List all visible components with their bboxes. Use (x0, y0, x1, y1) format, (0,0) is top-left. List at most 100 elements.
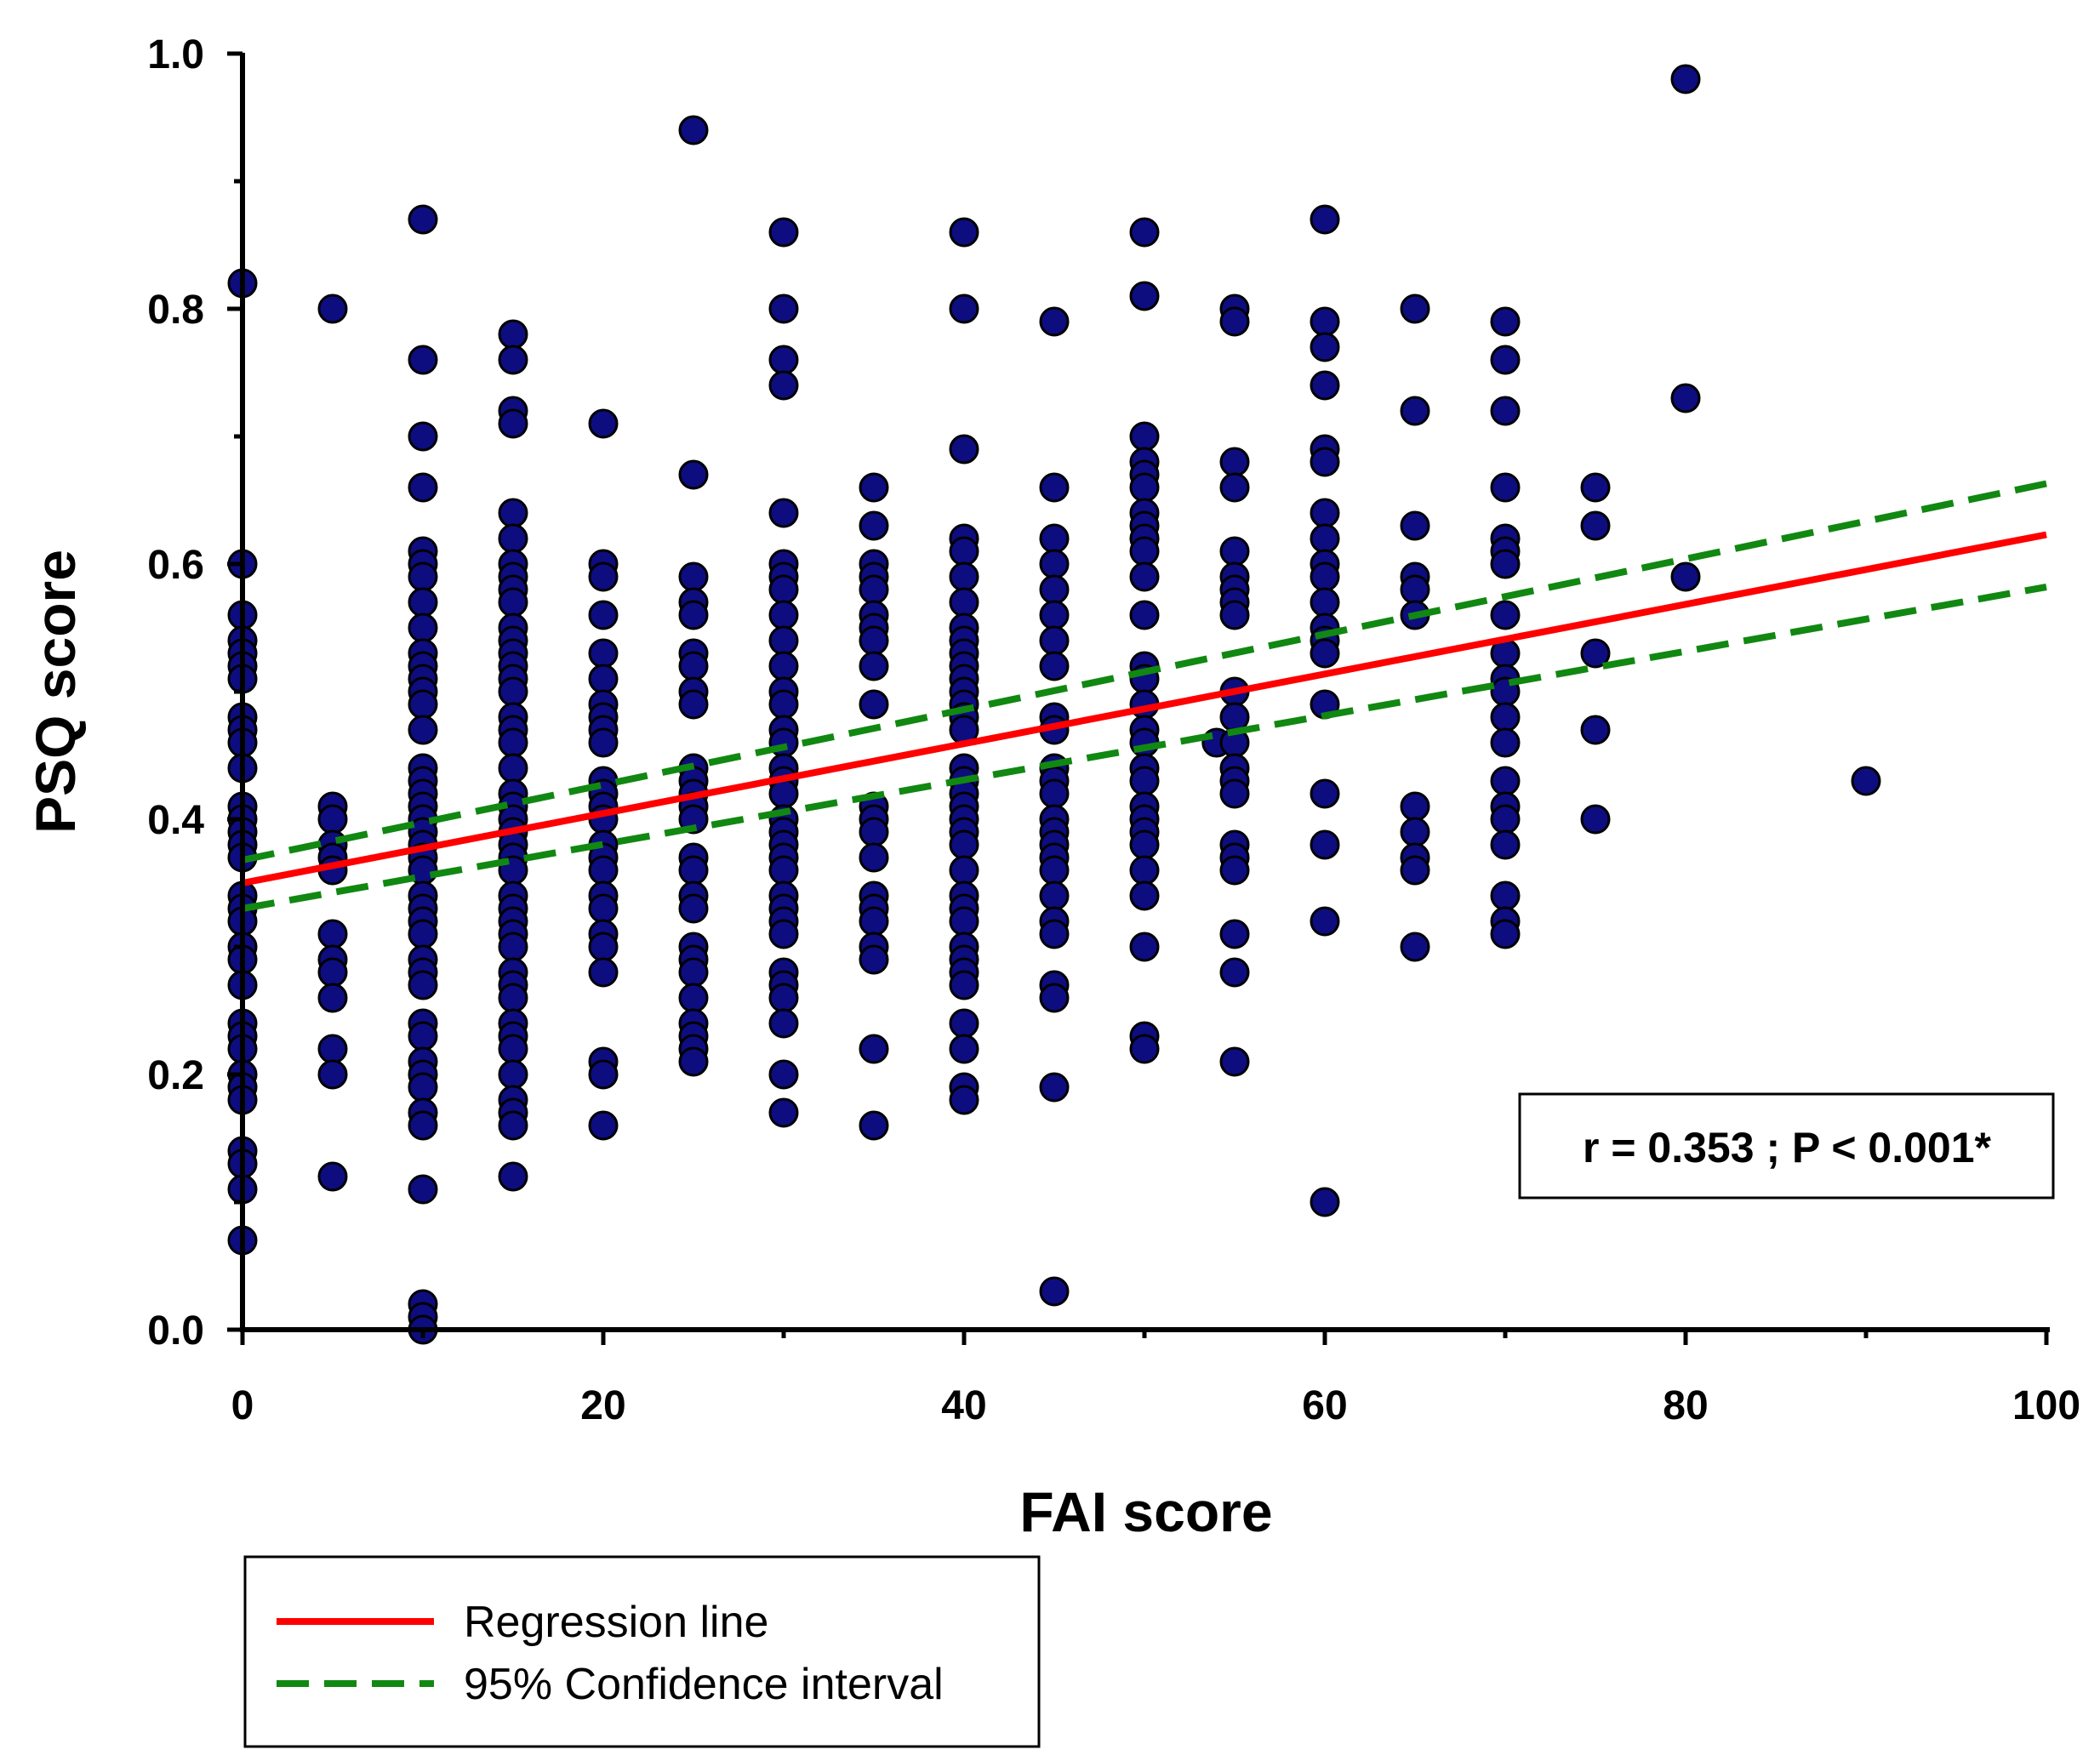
data-point (1219, 1046, 1250, 1077)
data-point (1039, 919, 1070, 949)
axis-ticks (227, 51, 2049, 1345)
data-point (317, 294, 348, 324)
data-point (678, 115, 709, 145)
data-point (678, 459, 709, 490)
data-point (678, 600, 709, 630)
data-point (1400, 932, 1430, 962)
data-point (859, 574, 889, 605)
data-point (1400, 396, 1430, 426)
data-point (1129, 421, 1160, 452)
data-point (1310, 332, 1340, 362)
data-point (949, 855, 979, 886)
data-point (1219, 778, 1250, 809)
data-point (859, 842, 889, 873)
data-point (588, 664, 619, 694)
data-point (768, 294, 799, 324)
y-tick-label: 0.2 (147, 1053, 204, 1098)
data-point (1490, 702, 1521, 732)
data-point (1490, 396, 1521, 426)
data-point (1310, 587, 1340, 618)
data-point (1219, 957, 1250, 988)
data-point (1400, 574, 1430, 605)
y-axis-title: PSQ score (24, 550, 87, 834)
data-point (408, 1174, 438, 1205)
legend-label-regression: Regression line (464, 1598, 768, 1647)
data-point (1400, 510, 1430, 541)
data-point (1129, 472, 1160, 503)
data-point (1039, 523, 1070, 554)
data-point (678, 689, 709, 720)
data-point (1490, 472, 1521, 503)
data-point (1039, 1072, 1070, 1103)
data-point (498, 587, 528, 618)
data-point (408, 715, 438, 745)
data-point (1310, 1187, 1340, 1217)
data-point (768, 625, 799, 656)
data-point (588, 638, 619, 669)
data-point (1490, 306, 1521, 337)
data-point (859, 817, 889, 847)
data-point (949, 536, 979, 567)
data-point (408, 421, 438, 452)
data-point (498, 1059, 528, 1090)
data-point (1580, 510, 1611, 541)
x-tick-label: 40 (941, 1383, 986, 1428)
data-point (1310, 906, 1340, 937)
data-point (768, 778, 799, 809)
data-point (1400, 855, 1430, 886)
stats-annotation: r = 0.353 ; P < 0.001* (1518, 1092, 2055, 1200)
data-point (1490, 727, 1521, 758)
data-point (1129, 855, 1160, 886)
data-point (1129, 536, 1160, 567)
data-point (588, 957, 619, 988)
data-point (949, 829, 979, 860)
y-tick-label: 1.0 (147, 32, 204, 77)
data-point (1129, 880, 1160, 911)
x-axis-title: FAI score (1019, 1480, 1272, 1543)
y-tick-label: 0.0 (147, 1308, 204, 1354)
data-point (498, 408, 528, 439)
data-point (1400, 817, 1430, 847)
data-point (408, 561, 438, 592)
data-point (498, 523, 528, 554)
data-point (1219, 919, 1250, 949)
data-point (1310, 638, 1340, 669)
data-point (1129, 766, 1160, 796)
data-point (588, 1110, 619, 1141)
data-point (768, 1008, 799, 1039)
data-point (1039, 549, 1070, 579)
data-point (1039, 778, 1070, 809)
x-tick-label: 20 (580, 1383, 625, 1428)
data-point (678, 855, 709, 886)
data-point (1490, 549, 1521, 579)
data-point (317, 1161, 348, 1192)
data-point (1129, 561, 1160, 592)
x-tick-label: 80 (1663, 1383, 1708, 1428)
data-point (1129, 932, 1160, 962)
data-point (1310, 523, 1340, 554)
data-point (1490, 600, 1521, 630)
data-point (317, 1034, 348, 1064)
data-point (1039, 1276, 1070, 1307)
data-point (1129, 600, 1160, 630)
data-point (678, 561, 709, 592)
data-point (498, 1161, 528, 1192)
x-tick-label: 60 (1302, 1383, 1347, 1428)
data-point (588, 932, 619, 962)
data-point (408, 1021, 438, 1051)
data-point (859, 651, 889, 681)
data-point (317, 919, 348, 949)
data-point (678, 1046, 709, 1077)
data-point (1310, 370, 1340, 401)
y-tick-label: 0.4 (147, 798, 204, 843)
data-point (1039, 880, 1070, 911)
data-point (1129, 217, 1160, 248)
data-point (408, 472, 438, 503)
data-point (408, 970, 438, 1000)
data-point (768, 600, 799, 630)
data-point (1310, 829, 1340, 860)
data-point (859, 944, 889, 975)
data-point (1039, 625, 1070, 656)
data-point (859, 1034, 889, 1064)
data-point (1580, 638, 1611, 669)
